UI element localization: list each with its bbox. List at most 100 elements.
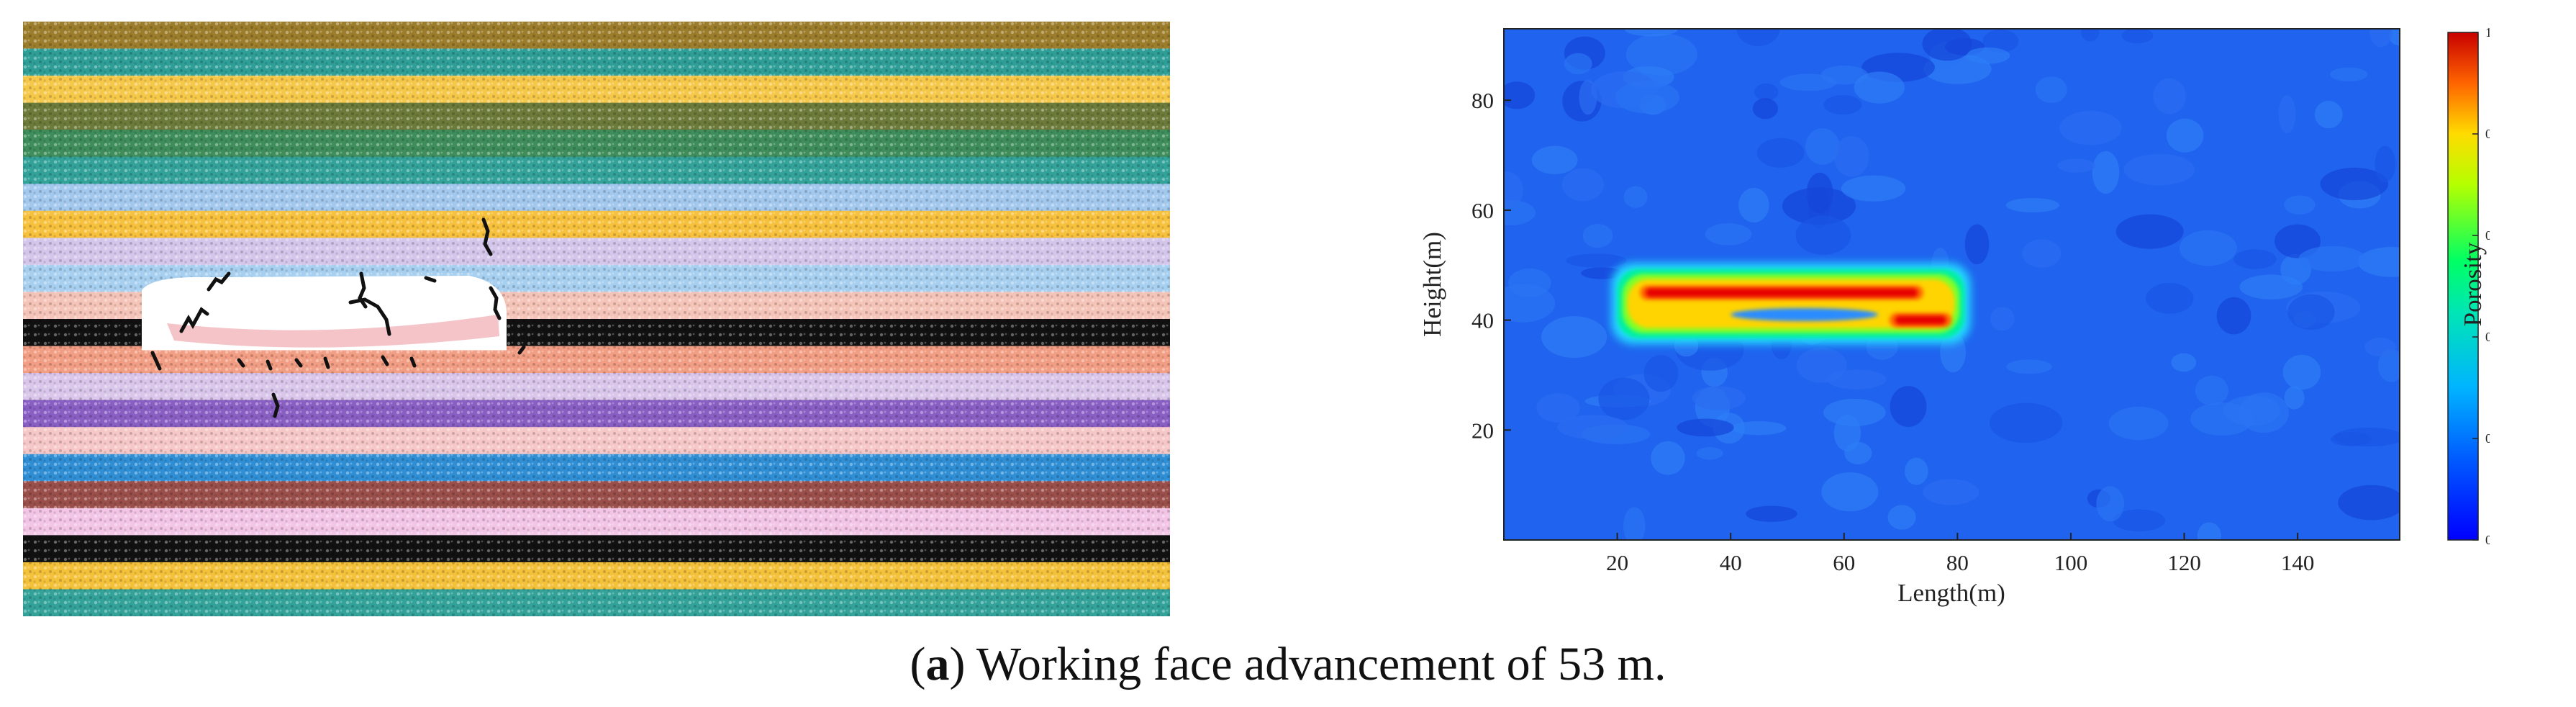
noise-blob <box>1643 355 1679 392</box>
colorbar: 0 0.2 0.4 0.6 0.8 1 Porosity <box>2447 25 2490 547</box>
noise-blob <box>2364 337 2396 357</box>
noise-blob <box>1564 53 1592 75</box>
x-tick-label: 40 <box>1720 550 1742 575</box>
noise-blob <box>2115 214 2184 249</box>
rock-layer-texture <box>23 535 1170 563</box>
noise-blob <box>2375 145 2395 183</box>
noise-blob <box>2113 509 2165 532</box>
noise-blob <box>2197 522 2221 540</box>
noise-blob <box>1805 128 1840 165</box>
crack <box>207 271 231 292</box>
noise-blob <box>2059 111 2122 145</box>
colorbar-tick-label: 0 <box>2485 533 2490 547</box>
y-tick-label: 60 <box>1471 198 1494 223</box>
fracture-lines <box>150 217 526 418</box>
noise-blob <box>1738 187 1769 223</box>
noise-blob <box>2146 283 2194 314</box>
noise-blob <box>1536 393 1580 423</box>
porosity-noise <box>1504 29 2400 540</box>
x-axis-ticks: 20 40 60 80 100 120 140 <box>1606 533 2314 575</box>
noise-blob <box>2314 100 2343 129</box>
noise-blob <box>2179 230 2237 266</box>
noise-blob <box>2092 150 2120 194</box>
noise-blob <box>1557 415 1628 439</box>
crack <box>481 217 493 256</box>
noise-blob <box>1624 29 1678 37</box>
noise-blob <box>1989 402 2063 443</box>
noise-blob <box>1566 253 1627 268</box>
noise-blob <box>2035 76 2067 103</box>
crack <box>358 271 368 309</box>
noise-blob <box>1982 30 2019 53</box>
noise-blob <box>2284 386 2305 410</box>
noise-blob <box>1841 175 1906 202</box>
rock-layer-texture <box>23 130 1170 158</box>
noise-blob <box>1779 73 1837 91</box>
noise-blob <box>2121 29 2154 44</box>
noise-blob <box>2081 29 2100 42</box>
noise-blob <box>2153 78 2186 114</box>
noise-blob <box>2320 167 2389 201</box>
noise-blob <box>2239 274 2303 300</box>
rock-layer-texture <box>23 48 1170 76</box>
crack <box>381 355 389 366</box>
crack <box>237 358 245 368</box>
noise-blob <box>2233 249 2277 269</box>
noise-blob <box>1990 307 2015 331</box>
noise-blob <box>1561 168 1605 202</box>
noise-blob <box>2166 118 2204 153</box>
rock-layer-texture <box>23 400 1170 428</box>
noise-blob <box>1905 457 1928 485</box>
noise-blob <box>1833 414 1861 451</box>
noise-blob <box>2057 158 2096 173</box>
noise-blob <box>1890 386 1927 428</box>
noise-blob <box>1705 223 1752 246</box>
x-tick-label: 120 <box>2167 550 2201 575</box>
noise-blob <box>1754 83 1779 101</box>
noise-blob <box>1736 29 1780 46</box>
noise-blob <box>1922 29 1972 61</box>
x-tick-label: 20 <box>1606 550 1628 575</box>
crack <box>179 307 209 333</box>
caption-text: Working face advancement of 53 m. <box>976 638 1666 690</box>
noise-blob <box>2005 198 2060 212</box>
noise-blob <box>1887 505 1916 530</box>
rock-layer-texture <box>23 184 1170 212</box>
noise-blob <box>1581 267 1623 279</box>
noise-blob <box>1795 215 1851 255</box>
noise-blob <box>2006 359 2052 374</box>
noise-blob <box>2123 153 2195 186</box>
noise-blob <box>2330 67 2368 82</box>
x-tick-label: 100 <box>2054 550 2088 575</box>
noise-blob <box>1582 223 1613 248</box>
noise-blob <box>1531 145 1578 174</box>
noise-blob <box>1854 71 1905 104</box>
colorbar-tick-label: 0.2 <box>2485 431 2490 446</box>
colorbar-tick-label: 0.4 <box>2485 330 2490 344</box>
crack <box>323 356 330 369</box>
crack <box>517 345 526 355</box>
colorbar-tick-label: 0.8 <box>2485 127 2490 141</box>
rock-layer-texture <box>23 238 1170 266</box>
noise-blob <box>1796 347 1847 383</box>
caption-label: a <box>925 638 950 690</box>
caved-rock-band <box>167 315 499 348</box>
rock-layer-texture <box>23 373 1170 401</box>
rock-layer-texture <box>23 76 1170 104</box>
crack <box>266 359 273 371</box>
noise-blob <box>1504 81 1536 109</box>
y-axis-title: Height(m) <box>1418 232 1446 337</box>
noise-blob <box>1651 441 1685 475</box>
y-tick-label: 20 <box>1471 418 1494 443</box>
y-tick-label: 40 <box>1471 308 1494 333</box>
rock-layer-texture <box>23 156 1170 184</box>
noise-blob <box>1508 268 1551 297</box>
rock-layer-texture <box>23 454 1170 482</box>
noise-blob <box>2195 375 2228 406</box>
noise-blob <box>2190 402 2254 436</box>
y-tick-label: 80 <box>1471 88 1494 113</box>
x-tick-label: 60 <box>1833 550 1855 575</box>
crack <box>489 286 502 320</box>
noise-blob <box>2108 406 2169 441</box>
rock-layer-texture <box>23 562 1170 590</box>
